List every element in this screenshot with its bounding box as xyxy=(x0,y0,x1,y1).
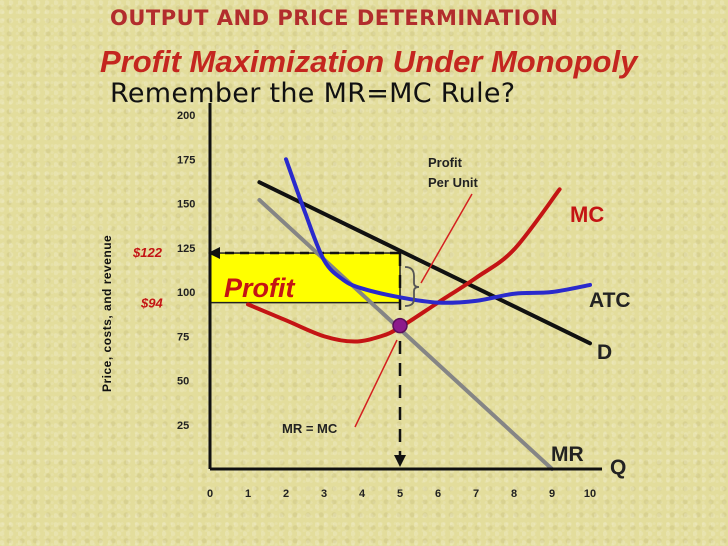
y-tick-label: 75 xyxy=(177,331,189,343)
curve-mc xyxy=(246,187,562,344)
profit-per-unit-pointer xyxy=(420,193,473,284)
mr-eq-mc-label: MR = MC xyxy=(282,421,338,436)
y-tick-label: 175 xyxy=(177,154,195,166)
curve-label-d: D xyxy=(597,341,612,364)
x-tick-label: 6 xyxy=(435,488,441,500)
curve-d xyxy=(257,180,592,346)
cost-label: $94 xyxy=(140,296,163,311)
profit-label: Profit xyxy=(224,273,296,303)
profit-per-unit-brace xyxy=(404,266,420,307)
curve-mr xyxy=(257,197,554,471)
curve-label-atc: ATC xyxy=(589,289,631,312)
x-tick-label: 7 xyxy=(473,488,479,500)
x-tick-label: 8 xyxy=(511,488,517,500)
x-tick-label: 5 xyxy=(397,488,403,500)
x-tick-label: 0 xyxy=(207,488,213,500)
x-tick-label: 4 xyxy=(359,488,366,500)
y-tick-label: 25 xyxy=(177,420,189,432)
profit-per-unit-label: Per Unit xyxy=(428,175,479,190)
page-caption: Remember the MR=MC Rule? xyxy=(110,78,516,109)
price-label: $122 xyxy=(132,245,163,260)
x-axis-label: Q xyxy=(610,456,626,479)
page-subtitle: Profit Maximization Under Monopoly xyxy=(100,44,638,79)
mr-mc-pointer xyxy=(354,339,398,428)
y-tick-label: 150 xyxy=(177,199,195,211)
profit-per-unit-label: Profit xyxy=(428,155,463,170)
mr-mc-intersection-point xyxy=(392,317,408,334)
curve-atc xyxy=(284,157,592,305)
curve-label-mr: MR xyxy=(551,443,584,466)
price-arrowhead xyxy=(208,247,220,260)
x-tick-label: 9 xyxy=(549,488,555,500)
x-tick-label: 3 xyxy=(321,488,327,500)
page-title: OUTPUT AND PRICE DETERMINATION xyxy=(110,6,559,30)
y-tick-label: 200 xyxy=(177,110,195,122)
y-tick-label: 100 xyxy=(177,287,195,299)
x-tick-label: 2 xyxy=(283,488,289,500)
y-tick-label: 125 xyxy=(177,243,195,255)
y-axis-label: Price, costs, and revenue xyxy=(100,235,114,392)
y-tick-label: 50 xyxy=(177,376,189,388)
x-tick-label: 10 xyxy=(584,488,596,500)
curve-label-mc: MC xyxy=(570,202,604,227)
quantity-arrowhead xyxy=(394,455,406,467)
x-tick-label: 1 xyxy=(245,488,251,500)
